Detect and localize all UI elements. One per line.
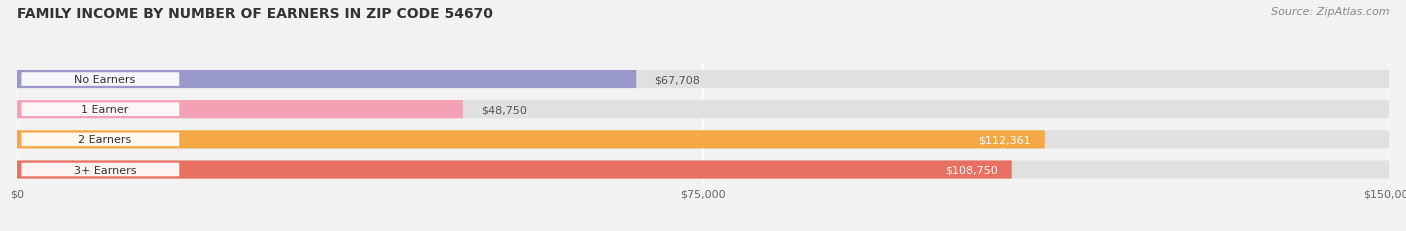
FancyBboxPatch shape bbox=[21, 73, 179, 86]
FancyBboxPatch shape bbox=[17, 161, 1389, 179]
Text: $48,750: $48,750 bbox=[481, 105, 527, 115]
FancyBboxPatch shape bbox=[21, 133, 179, 146]
FancyBboxPatch shape bbox=[17, 131, 1045, 149]
Text: $108,750: $108,750 bbox=[945, 165, 998, 175]
FancyBboxPatch shape bbox=[17, 71, 1389, 89]
Text: 2 Earners: 2 Earners bbox=[79, 135, 132, 145]
FancyBboxPatch shape bbox=[17, 101, 1389, 119]
FancyBboxPatch shape bbox=[17, 101, 463, 119]
FancyBboxPatch shape bbox=[17, 161, 1012, 179]
Text: FAMILY INCOME BY NUMBER OF EARNERS IN ZIP CODE 54670: FAMILY INCOME BY NUMBER OF EARNERS IN ZI… bbox=[17, 7, 492, 21]
FancyBboxPatch shape bbox=[21, 103, 179, 116]
Text: $112,361: $112,361 bbox=[979, 135, 1031, 145]
Text: $67,708: $67,708 bbox=[655, 75, 700, 85]
Text: 1 Earner: 1 Earner bbox=[82, 105, 128, 115]
Text: 3+ Earners: 3+ Earners bbox=[73, 165, 136, 175]
Text: No Earners: No Earners bbox=[75, 75, 135, 85]
FancyBboxPatch shape bbox=[21, 163, 179, 176]
Text: Source: ZipAtlas.com: Source: ZipAtlas.com bbox=[1271, 7, 1389, 17]
FancyBboxPatch shape bbox=[17, 131, 1389, 149]
FancyBboxPatch shape bbox=[17, 71, 637, 89]
